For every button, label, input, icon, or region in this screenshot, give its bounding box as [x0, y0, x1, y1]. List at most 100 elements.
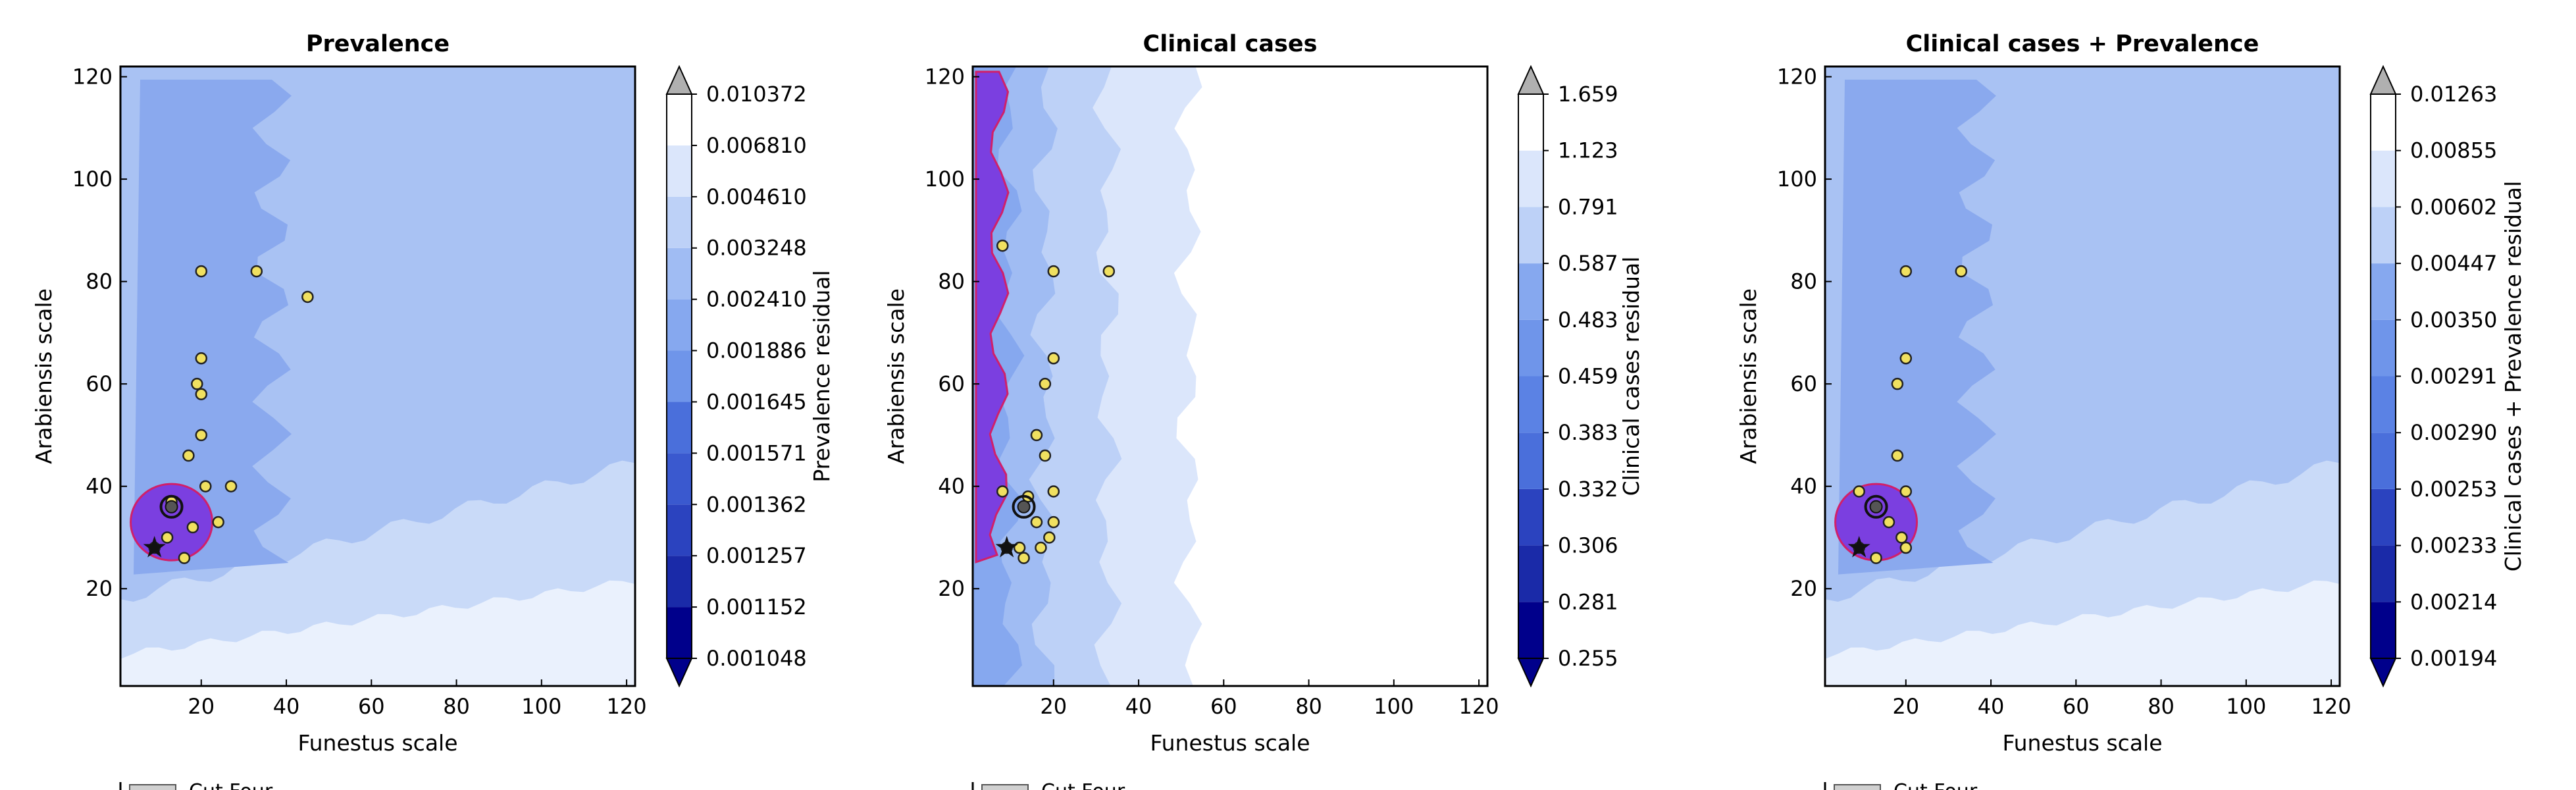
- contour-band: [120, 580, 635, 686]
- hotspot-marker: [1899, 485, 1913, 498]
- colorbar-extend-max: [2369, 65, 2397, 95]
- hotspot-marker: [1030, 429, 1043, 442]
- x-tick-label: 20: [188, 694, 215, 719]
- hotspot-marker: [178, 552, 191, 564]
- highlight-marker: [1012, 494, 1036, 519]
- colorbar-tick-label: 0.00233: [2410, 533, 2497, 558]
- minimum-region: [975, 70, 1010, 564]
- colorbar-frame: [666, 93, 692, 659]
- colorbar-tick-label: 0.00350: [2410, 307, 2497, 332]
- colorbar-segment: [1518, 207, 1543, 264]
- colorbar-tick-label: 0.001645: [706, 389, 807, 414]
- x-tick-label: 80: [1295, 694, 1322, 719]
- colorbar-segment: [1518, 545, 1543, 602]
- colorbar-segment: [1518, 488, 1543, 546]
- hotspot-marker: [191, 377, 203, 390]
- highlight-marker: [1017, 500, 1031, 514]
- colorbar-tick-label: 0.001571: [706, 440, 807, 465]
- plot-frame: [971, 65, 1489, 687]
- legend-text: Cut Four...: [1893, 780, 1994, 790]
- colorbar-tick-label: 0.004610: [706, 184, 807, 209]
- highlight-marker: [1869, 500, 1883, 514]
- plot-frame: [119, 65, 636, 687]
- hotspot-marker: [1955, 265, 1968, 278]
- hotspot-marker: [224, 480, 238, 492]
- hotspot-marker: [161, 531, 174, 544]
- colorbar-segment: [1518, 150, 1543, 207]
- colorbar-tick-label: 0.00855: [2410, 138, 2497, 163]
- hotspot-marker: [996, 239, 1009, 252]
- legend-swatch: [129, 784, 176, 790]
- colorbar-segment: [667, 196, 692, 248]
- hotspot-marker: [1899, 352, 1913, 365]
- hotspot-marker: [195, 265, 208, 278]
- colorbar-segment: [2371, 376, 2396, 433]
- colorbar-tick-label: 0.001886: [706, 338, 807, 363]
- colorbar-segment: [2371, 319, 2396, 377]
- colorbar-tick-label: 0.006810: [706, 133, 807, 158]
- hotspot-marker: [301, 290, 314, 303]
- hotspot-marker: [186, 521, 199, 534]
- colorbar-tick-label: 0.00291: [2410, 364, 2497, 389]
- y-tick-label: 40: [1790, 474, 1817, 499]
- x-tick-label: 60: [358, 694, 385, 719]
- colorbar-tick-label: 1.659: [1558, 82, 1618, 107]
- colorbar-extend-min: [2369, 658, 2397, 688]
- legend-text: Cut Four...: [189, 780, 290, 790]
- colorbar-tick-label: 0.306: [1558, 533, 1618, 558]
- y-tick-label: 20: [1790, 576, 1817, 601]
- colorbar-segment: [2371, 263, 2396, 320]
- colorbar-tick-label: 0.483: [1558, 307, 1618, 332]
- colorbar-tick-label: 0.003248: [706, 236, 807, 261]
- hotspot-marker: [199, 480, 212, 492]
- colorbar-extend-min: [1517, 658, 1545, 688]
- colorbar-tick-label: 0.001048: [706, 646, 807, 671]
- colorbar-segment: [1518, 263, 1543, 320]
- colorbar-tick-label: 0.010372: [706, 82, 807, 107]
- highlight-marker: [165, 500, 178, 514]
- y-tick-label: 120: [72, 65, 113, 90]
- hotspot-marker: [182, 449, 195, 462]
- x-tick-label: 40: [1125, 694, 1152, 719]
- legend-text: Cut Four...: [1041, 780, 1142, 790]
- colorbar-tick-label: 0.332: [1558, 477, 1618, 502]
- chart-title: Clinical cases + Prevalence: [1906, 31, 2259, 57]
- colorbar-segment: [2371, 545, 2396, 602]
- best-fit-star: [995, 536, 1018, 558]
- colorbar-tick-label: 0.002410: [706, 287, 807, 312]
- hotspot-marker: [1013, 541, 1026, 554]
- colorbar-segment: [667, 607, 692, 658]
- colorbar-extend-min: [665, 658, 693, 688]
- colorbar-tick-label: 0.001152: [706, 594, 807, 619]
- y-tick-label: 80: [938, 269, 965, 294]
- hotspot-marker: [1035, 541, 1047, 554]
- hotspot-marker: [1047, 352, 1060, 365]
- chart-panel: Clinical cases 20 40 60 80 100 120 20 40 60 80 100 1…: [883, 31, 1644, 790]
- colorbar-segment: [667, 556, 692, 608]
- highlight-marker: [1864, 494, 1888, 519]
- colorbar-tick-label: 0.00290: [2410, 420, 2497, 445]
- y-tick-label: 20: [938, 576, 965, 601]
- x-axis-label: Funestus scale: [2002, 730, 2162, 756]
- colorbar-segment: [667, 145, 692, 197]
- colorbar-tick-label: 0.791: [1558, 194, 1618, 219]
- colorbar-tick-label: 0.00602: [2410, 194, 2497, 219]
- highlight-marker: [159, 494, 184, 519]
- colorbar-segment: [667, 350, 692, 402]
- y-tick-label: 120: [1777, 65, 1817, 90]
- hotspot-marker: [1039, 449, 1052, 462]
- x-tick-label: 120: [607, 694, 647, 719]
- x-tick-label: 40: [1978, 694, 2005, 719]
- hotspot-marker: [195, 429, 208, 442]
- hotspot-marker: [1047, 485, 1060, 498]
- hotspot-marker: [1030, 515, 1043, 529]
- colorbar-segment: [1518, 94, 1543, 151]
- colorbar-tick-label: 0.00194: [2410, 646, 2497, 671]
- hotspot-marker: [1899, 265, 1913, 278]
- legend-swatch: [981, 784, 1029, 790]
- hotspot-marker: [1899, 541, 1913, 554]
- y-tick-label: 100: [1777, 167, 1817, 192]
- colorbar-tick-label: 0.01263: [2410, 82, 2497, 107]
- colorbar-tick-label: 0.001362: [706, 492, 807, 517]
